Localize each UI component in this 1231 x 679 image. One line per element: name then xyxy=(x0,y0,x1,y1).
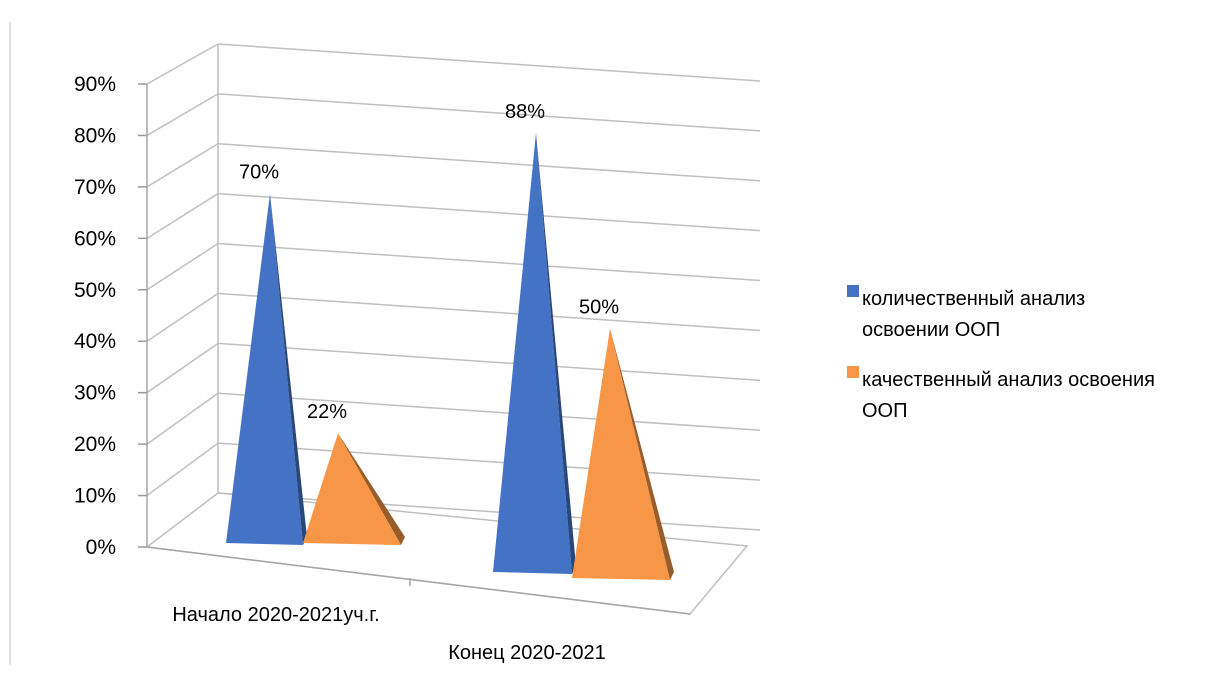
pyramid-front-face xyxy=(572,328,670,580)
legend-swatch xyxy=(847,366,859,378)
y-tick-label: 70% xyxy=(74,176,116,199)
pyramid-side-face xyxy=(536,132,576,574)
back-gridline xyxy=(217,242,761,282)
pyramid-side-face xyxy=(610,328,674,580)
data-label: 88% xyxy=(505,101,545,123)
legend: количественный анализ освоении ООП качеств… xyxy=(847,285,1155,422)
side-gridline xyxy=(146,392,219,445)
pyramid-side-face xyxy=(338,433,405,545)
back-gridline xyxy=(217,192,761,232)
back-gridline xyxy=(217,442,761,481)
category-label: Начало 2020-2021уч.г. xyxy=(172,604,379,626)
y-tick-label: 0% xyxy=(86,536,116,559)
pyramid-front-face xyxy=(303,433,401,545)
pyramid-bar: 22% xyxy=(303,401,405,545)
y-tick-label: 90% xyxy=(74,73,116,96)
x-axis: Начало 2020-2021уч.г. Конец 2020-2021 xyxy=(172,604,605,664)
y-tick-label: 60% xyxy=(74,227,116,250)
legend-item: количественный анализ освоении ООП xyxy=(847,285,1085,341)
side-gridline xyxy=(146,93,219,137)
back-gridline xyxy=(217,93,761,132)
back-gridline xyxy=(217,342,761,382)
legend-label-line: количественный анализ xyxy=(862,288,1085,310)
y-tick-label: 40% xyxy=(74,330,116,353)
side-gridline xyxy=(146,292,219,342)
legend-swatch xyxy=(847,285,859,297)
side-gridline xyxy=(146,342,219,394)
y-tick-label: 50% xyxy=(74,279,116,302)
data-label: 50% xyxy=(579,296,619,318)
y-axis: 0% 10% 20% 30% 40% 50% 60% 70% 80% 90% xyxy=(74,73,116,559)
side-gridline xyxy=(146,143,219,188)
back-gridline xyxy=(217,43,761,82)
legend-item: качественный анализ освоения ООП xyxy=(847,366,1155,422)
legend-label-line: ООП xyxy=(862,400,908,422)
plot-area: 70% 88% 22% 50% xyxy=(226,101,674,580)
pyramid-side-face xyxy=(270,193,307,546)
chart-walls xyxy=(138,43,761,615)
pyramid-bar: 70% xyxy=(226,162,307,546)
side-gridline xyxy=(146,492,219,548)
legend-label-line: освоении ООП xyxy=(862,319,1000,341)
y-tick-label: 80% xyxy=(74,124,116,147)
y-tick-label: 30% xyxy=(74,382,116,405)
y-tick-label: 20% xyxy=(74,433,116,456)
pyramid-bar: 50% xyxy=(572,296,674,580)
data-label: 70% xyxy=(239,162,279,184)
pyramid-bar: 88% xyxy=(493,101,576,574)
side-gridline xyxy=(146,43,219,85)
side-gridline xyxy=(146,242,219,291)
legend-label-line: качественный анализ освоения xyxy=(862,369,1155,391)
side-gridline xyxy=(146,193,219,239)
x-axis-line xyxy=(146,546,691,615)
back-gridline xyxy=(217,392,761,431)
legend-label: количественный анализ освоении ООП xyxy=(862,288,1085,341)
back-gridline xyxy=(217,492,761,531)
y-tick-label: 10% xyxy=(74,485,116,508)
pyramid-front-face xyxy=(493,132,572,574)
pyramid-front-face xyxy=(226,193,303,546)
category-label: Конец 2020-2021 xyxy=(448,642,606,664)
side-gridline xyxy=(146,442,219,497)
data-label: 22% xyxy=(307,401,347,423)
legend-label: качественный анализ освоения ООП xyxy=(862,369,1155,422)
back-gridline xyxy=(217,292,761,332)
back-gridline xyxy=(217,143,761,182)
